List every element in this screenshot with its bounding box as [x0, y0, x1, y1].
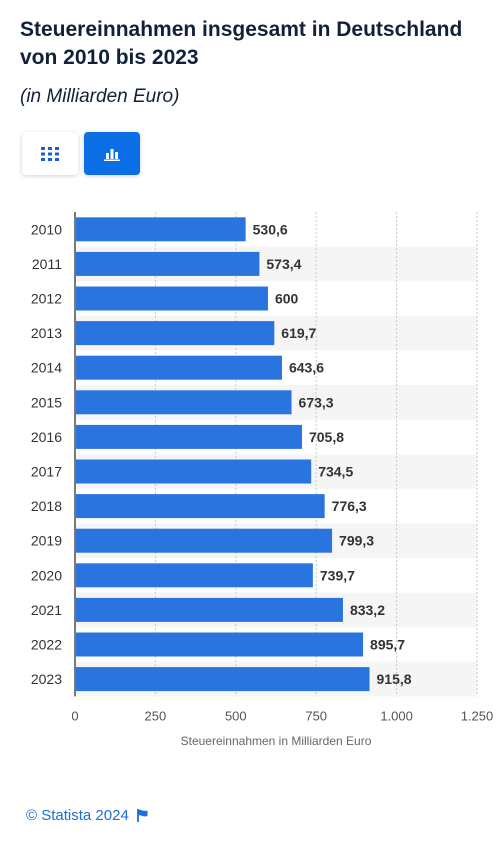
x-tick-label: 0 — [71, 708, 78, 723]
y-tick-label: 2017 — [31, 464, 62, 480]
data-label: 643,6 — [289, 360, 324, 376]
y-tick-label: 2021 — [31, 602, 62, 618]
bar[interactable] — [76, 286, 268, 311]
data-label: 833,2 — [350, 602, 385, 618]
data-label: 734,5 — [318, 464, 353, 480]
bar[interactable] — [76, 217, 246, 242]
data-label: 530,6 — [253, 221, 288, 237]
bar-chart-icon — [104, 148, 120, 161]
bar[interactable] — [76, 597, 343, 622]
data-label: 673,3 — [299, 394, 334, 410]
y-tick-label: 2023 — [31, 671, 62, 687]
x-tick-label: 250 — [145, 708, 167, 723]
y-tick-label: 2018 — [31, 498, 62, 514]
data-label: 776,3 — [332, 498, 367, 514]
bar[interactable] — [76, 321, 275, 346]
data-label: 573,4 — [266, 256, 301, 272]
y-tick-label: 2016 — [31, 429, 62, 445]
data-label: 739,7 — [320, 567, 355, 583]
data-label: 705,8 — [309, 429, 344, 445]
data-label: 619,7 — [281, 325, 316, 341]
y-tick-label: 2013 — [31, 325, 62, 341]
bar[interactable] — [76, 667, 370, 692]
x-tick-label: 500 — [225, 708, 247, 723]
footer: © Statista 2024 — [26, 807, 149, 824]
flag-icon[interactable] — [136, 809, 149, 822]
bar[interactable] — [76, 528, 333, 553]
chart-title: Steuereinnahmen insgesamt in Deutschland… — [20, 18, 463, 69]
data-label: 799,3 — [339, 533, 374, 549]
bar[interactable] — [76, 459, 312, 484]
grid-icon — [41, 146, 59, 161]
x-tick-label: 1.000 — [380, 708, 413, 723]
bar[interactable] — [76, 390, 292, 415]
x-tick-label: 750 — [305, 708, 327, 723]
x-axis-label: Steuereinnahmen in Milliarden Euro — [181, 734, 372, 748]
table-view-button[interactable] — [22, 132, 78, 175]
bar[interactable] — [76, 494, 325, 519]
y-tick-label: 2020 — [31, 567, 62, 583]
bar[interactable] — [76, 355, 282, 380]
y-tick-label: 2015 — [31, 394, 62, 410]
data-label: 600 — [275, 291, 299, 307]
data-label: 915,8 — [377, 671, 412, 687]
copyright-credit[interactable]: © Statista 2024 — [26, 807, 129, 824]
chart-view-button[interactable] — [84, 132, 140, 175]
bar-chart: 2010 530,6 2011 573,4 2012 600 2013 619,7 2014 64… — [31, 212, 494, 748]
x-tick-label: 1.250 — [461, 708, 494, 723]
y-tick-label: 2019 — [31, 533, 62, 549]
y-tick-label: 2014 — [31, 360, 62, 376]
bar[interactable] — [76, 632, 364, 657]
bar[interactable] — [76, 563, 313, 588]
bar[interactable] — [76, 251, 260, 276]
y-tick-label: 2022 — [31, 637, 62, 653]
chart-subtitle: (in Milliarden Euro) — [20, 86, 180, 107]
bar[interactable] — [76, 424, 302, 449]
y-tick-label: 2012 — [31, 291, 62, 307]
y-tick-label: 2011 — [32, 256, 62, 272]
data-label: 895,7 — [370, 637, 405, 653]
y-tick-label: 2010 — [31, 221, 62, 237]
